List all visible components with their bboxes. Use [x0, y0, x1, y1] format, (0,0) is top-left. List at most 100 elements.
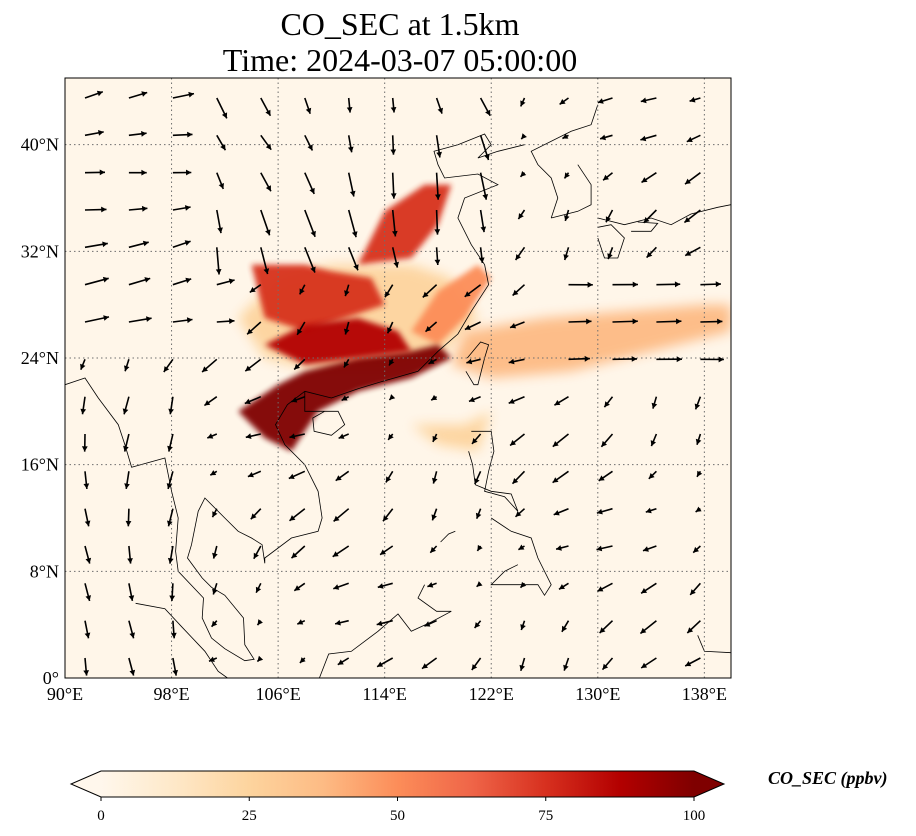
colorbar: 0 25 50 75 100	[69, 770, 726, 824]
wind-arrowhead	[388, 433, 394, 440]
wind-arrowhead	[257, 655, 264, 662]
wind-arrowhead	[389, 394, 396, 400]
wind-arrowhead	[599, 627, 606, 633]
wind-arrowhead	[229, 318, 235, 324]
wind-arrowhead	[676, 356, 682, 363]
wind-arrowhead	[718, 356, 724, 363]
wind-arrowhead	[291, 552, 298, 559]
wind-arrowhead	[349, 190, 356, 197]
wind-arrowhead	[519, 664, 525, 671]
wind-arrowhead	[141, 205, 148, 212]
wind-arrowhead	[102, 276, 109, 283]
wind-arrowhead	[215, 269, 222, 275]
wind-arrowhead	[146, 316, 152, 322]
wind-arrowhead	[464, 324, 471, 330]
coastline-5	[65, 377, 323, 662]
coastline-1	[530, 104, 599, 219]
wind-arrowhead	[299, 288, 305, 295]
lat-tick-label: 0°	[43, 668, 59, 688]
wind-arrowhead	[294, 585, 301, 591]
wind-arrowhead	[518, 213, 524, 220]
wind-arrowhead	[288, 473, 295, 479]
wind-arrowhead	[210, 470, 217, 476]
wind-arrowhead	[648, 473, 655, 479]
wind-arrowhead	[390, 107, 397, 113]
wind-arrowhead	[641, 177, 648, 183]
wind-arrowhead	[641, 588, 648, 594]
wind-arrowhead	[685, 661, 692, 667]
wind-arrowhead	[602, 663, 609, 670]
coastline-14	[440, 530, 456, 543]
wind-arrowhead	[640, 135, 647, 142]
wind-arrowhead	[556, 545, 562, 551]
plume-6	[264, 318, 412, 365]
map-title-line2: Time: 2024-03-07 05:00:00	[222, 42, 578, 78]
wind-arrowhead	[695, 438, 702, 445]
wind-arrowhead	[389, 359, 395, 366]
wind-arrowhead	[515, 511, 522, 517]
wind-arrowhead	[717, 318, 723, 325]
wind-arrowhead	[217, 227, 223, 234]
wind-arrowhead	[674, 281, 681, 288]
wind-arrowhead	[390, 149, 397, 155]
wind-arrowhead	[212, 552, 218, 559]
wind-arrowhead	[218, 183, 224, 189]
wind-arrowhead	[265, 109, 271, 116]
wind-arrowhead	[184, 240, 191, 246]
wind-arrowhead	[250, 513, 257, 520]
wind-arrowhead	[98, 130, 104, 136]
wind-arrowhead	[695, 506, 702, 512]
wind-arrowhead	[163, 366, 170, 372]
wind-arrowhead	[601, 440, 607, 447]
wind-arrowhead	[253, 552, 259, 559]
wind-arrowhead	[129, 669, 136, 676]
lat-tick-label: 8°N	[30, 561, 59, 581]
wind-vectors	[80, 90, 724, 676]
wind-arrowhead	[508, 398, 515, 404]
wind-arrowhead	[687, 627, 694, 633]
wind-arrowhead	[124, 365, 130, 372]
wind-arrowhead	[472, 438, 478, 444]
lon-tick-label: 138°E	[682, 684, 727, 704]
wind-arrowhead	[211, 620, 218, 627]
wind-arrowhead	[123, 445, 129, 452]
wind-arrowhead	[686, 136, 693, 142]
wind-arrowhead	[125, 520, 132, 527]
wind-arrowhead	[337, 659, 344, 665]
plume-7	[411, 411, 492, 452]
wind-arrowhead	[212, 511, 218, 518]
colorbar-tick-label: 50	[390, 808, 405, 824]
wind-arrowhead	[694, 403, 701, 410]
wind-arrowhead	[167, 557, 174, 564]
wind-arrowhead	[141, 131, 147, 137]
coastline-6	[597, 204, 731, 226]
wind-arrowhead	[552, 477, 559, 483]
wind-arrowhead	[385, 291, 391, 298]
colorbar-tick-label: 0	[97, 808, 105, 824]
wind-arrowhead	[169, 595, 176, 601]
lat-tick-label: 24°N	[21, 348, 59, 368]
wind-arrowhead	[430, 546, 436, 553]
wind-arrowhead	[99, 169, 105, 176]
wind-arrowhead	[141, 169, 147, 176]
coastline-12	[135, 602, 228, 678]
wind-arrowhead	[81, 446, 88, 452]
wind-arrowhead	[347, 146, 354, 153]
wind-arrowhead	[168, 408, 174, 415]
wind-arrowhead	[684, 217, 691, 223]
wind-arrowhead	[518, 544, 525, 550]
wind-arrowhead	[431, 394, 438, 401]
wind-arrowhead	[586, 318, 592, 325]
wind-arrowhead	[333, 515, 340, 522]
wind-arrowhead	[510, 440, 516, 446]
wind-arrowhead	[564, 215, 570, 221]
wind-arrowhead	[598, 475, 605, 481]
wind-arrowhead	[476, 581, 483, 587]
wind-arrowhead	[310, 266, 316, 273]
wind-arrowhead	[299, 657, 306, 663]
wind-arrowhead	[685, 178, 691, 185]
coastline-0	[304, 133, 525, 399]
wind-arrowhead	[263, 268, 270, 275]
wind-arrowhead	[632, 281, 638, 288]
wind-arrowhead	[245, 365, 252, 372]
